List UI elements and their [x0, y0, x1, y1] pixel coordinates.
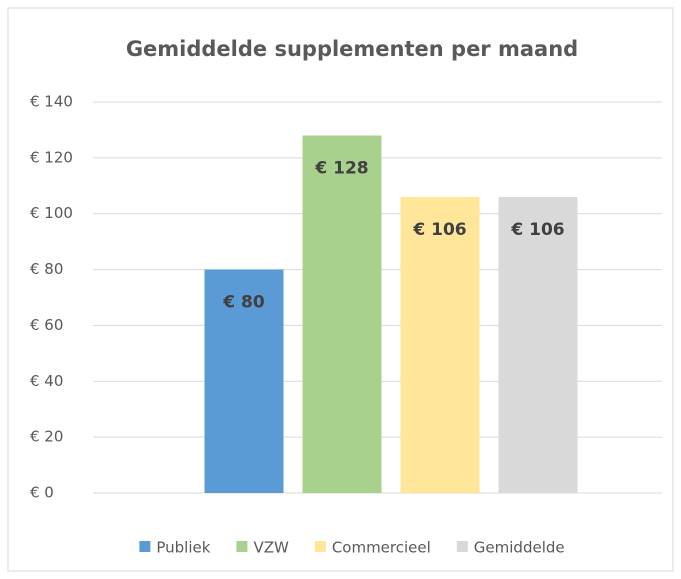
y-tick-label: € 40 [30, 372, 63, 390]
y-tick-label: € 100 [30, 204, 73, 222]
data-label: € 128 [314, 159, 368, 179]
legend-label: VZW [253, 539, 289, 557]
y-tick-label: € 140 [30, 93, 73, 111]
legend-label: Publiek [156, 539, 210, 557]
legend-swatch [139, 541, 151, 552]
legend-swatch [314, 541, 326, 552]
y-tick-label: € 20 [30, 428, 63, 446]
y-tick-label: € 80 [30, 260, 63, 278]
bar [400, 196, 480, 493]
bar [204, 269, 284, 493]
data-label: € 106 [510, 220, 564, 240]
legend-label: Commercieel [332, 539, 431, 557]
chart-title: Gemiddelde supplementen per maand [126, 37, 578, 61]
legend-swatch [456, 541, 468, 552]
y-tick-label: € 0 [30, 484, 54, 502]
legend-label: Gemiddelde [474, 539, 565, 557]
y-tick-label: € 120 [30, 148, 73, 166]
data-label: € 80 [222, 293, 265, 313]
y-tick-label: € 60 [30, 316, 63, 334]
legend-swatch [236, 541, 248, 552]
bar [302, 135, 382, 493]
data-label: € 106 [412, 220, 466, 240]
bar [498, 196, 578, 493]
